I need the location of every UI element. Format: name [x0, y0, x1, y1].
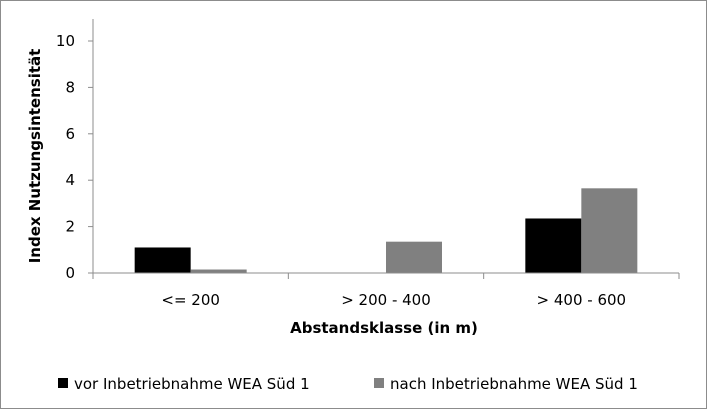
bar-vor-2: [525, 218, 582, 273]
y-tick-label: 4: [65, 171, 75, 189]
y-tick-label: 6: [65, 125, 75, 143]
bar-nach-0: [190, 269, 247, 273]
bars: [134, 188, 638, 273]
y-tick-label: 2: [65, 218, 75, 236]
legend-label: vor Inbetriebnahme WEA Süd 1: [74, 375, 310, 393]
x-axis-title: Abstandsklasse (in m): [290, 319, 478, 337]
x-category-label: > 400 - 600: [537, 291, 627, 309]
legend-label: nach Inbetriebnahme WEA Süd 1: [390, 375, 638, 393]
x-category-label: <= 200: [161, 291, 220, 309]
y-tick-label: 10: [56, 32, 75, 50]
x-axis-ticks: [92, 273, 680, 279]
legend: vor Inbetriebnahme WEA Süd 1 nach Inbetri…: [58, 375, 638, 393]
y-tick-label: 8: [65, 78, 75, 96]
legend-swatch: [58, 378, 68, 388]
x-category-label: > 200 - 400: [341, 291, 431, 309]
legend-swatch: [374, 378, 384, 388]
bar-nach-1: [386, 241, 442, 273]
bar-vor-0: [134, 247, 191, 273]
y-tick-label: 0: [65, 264, 75, 282]
bar-nach-2: [581, 188, 638, 273]
y-axis-title: Index Nutzungsintensität: [26, 49, 44, 264]
y-axis-ticks: 0 2 4 6 8 10: [56, 32, 93, 282]
category-labels: <= 200 > 200 - 400 > 400 - 600: [161, 291, 626, 309]
